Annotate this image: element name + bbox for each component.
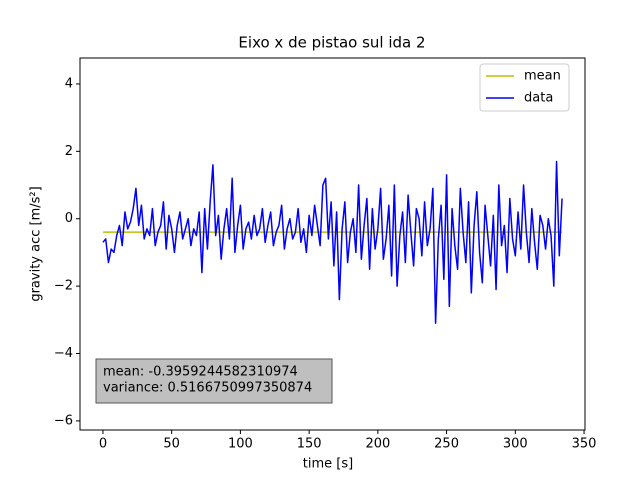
x-tick-label: 350	[572, 437, 597, 452]
series-line	[102, 160, 563, 324]
y-tick-label: −2	[54, 279, 73, 294]
y-axis-label: gravity acc [m/s²]	[29, 186, 44, 301]
x-tick-label: 150	[297, 437, 322, 452]
x-tick-label: 250	[434, 437, 459, 452]
annotation-box	[95, 358, 333, 404]
y-tick-label: 0	[65, 211, 73, 226]
y-tick-label: −6	[54, 413, 73, 428]
x-tick-label: 100	[228, 437, 253, 452]
annotation-text: variance: 0.5166750997350874	[103, 381, 312, 396]
legend-label: data	[524, 91, 553, 106]
annotation-text: mean: -0.3959244582310974	[103, 365, 298, 380]
y-tick-label: 2	[65, 144, 73, 159]
x-tick-label: 0	[99, 437, 107, 452]
y-tick-label: 4	[65, 76, 73, 91]
x-tick-label: 200	[365, 437, 390, 452]
y-tick-label: −4	[54, 346, 73, 361]
legend-label: mean	[524, 69, 561, 84]
chart-title: Eixo x de pistao sul ida 2	[238, 34, 425, 52]
plot-frame	[79, 57, 586, 431]
x-axis-label: time [s]	[303, 457, 353, 472]
x-tick-label: 300	[503, 437, 528, 452]
x-tick-label: 50	[163, 437, 180, 452]
